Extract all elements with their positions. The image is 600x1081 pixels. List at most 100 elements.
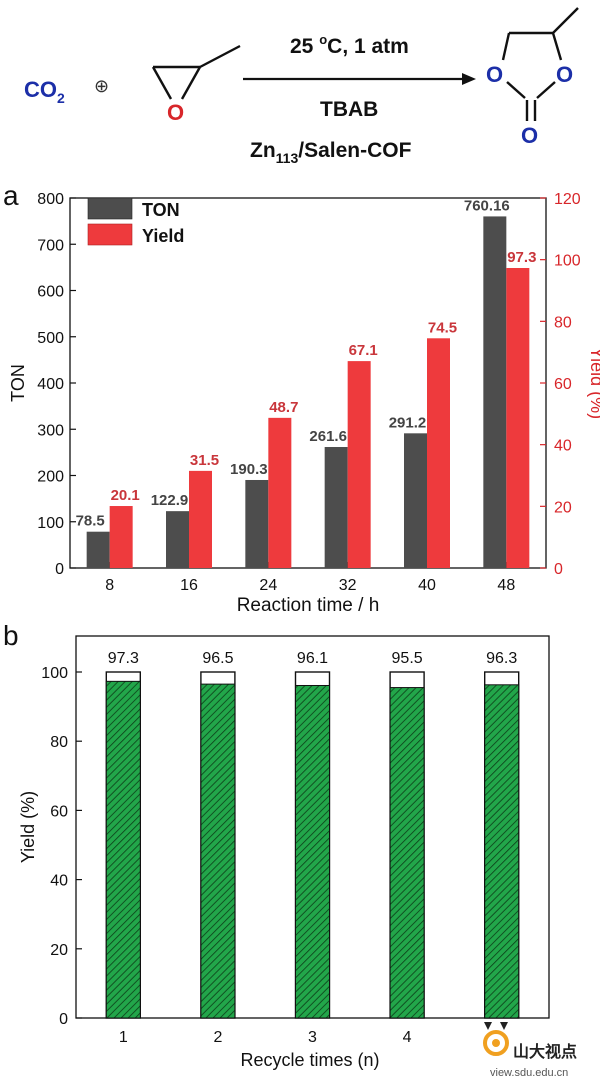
panel-b-y-label: Yield (%): [18, 791, 38, 863]
panel-a-x-tick-label: 32: [339, 577, 357, 594]
yield-bar: [189, 470, 212, 568]
panel-b-x-label: Recycle times (n): [240, 1050, 379, 1070]
legend-ton-swatch: [87, 197, 133, 220]
panel-b-label: b: [3, 620, 19, 651]
panel-b-bars: [105, 671, 520, 1019]
recycle-value-label: 95.5: [392, 650, 423, 667]
epoxide-bond-co-right: [180, 66, 202, 100]
panel-b-x-tick-label: 1: [119, 1029, 128, 1046]
panel-a-x-tick-label: 40: [418, 577, 436, 594]
yield-bar: [347, 361, 371, 568]
ton-bar: [483, 216, 507, 568]
yield-value-label: 31.5: [190, 452, 219, 469]
ton-bar: [166, 511, 189, 568]
condition-temperature-pressure: 25 oC, 1 atm: [290, 32, 409, 58]
panel-a-right-tick-label: 0: [554, 561, 563, 578]
panel-b-y-tick-label: 80: [50, 734, 68, 751]
panel-b-data-labels: 97.3 96.5 96.1 95.5 96.3: [108, 650, 518, 667]
panel-a-left-tick-label: 300: [37, 422, 64, 439]
ton-value-label: 78.5: [76, 513, 105, 530]
panel-a-right-tick-label: 120: [554, 191, 581, 208]
panel-a-y-right-label: Yield (%): [587, 347, 600, 419]
ton-value-label: 190.3: [230, 461, 268, 478]
recycle-value-label: 96.3: [486, 650, 517, 667]
yield-bar: [506, 267, 530, 568]
panel-a-x-tick-label: 8: [105, 577, 114, 594]
panel-a-legend: TON Yield: [87, 197, 184, 246]
panel-a-left-tick-label: 200: [37, 469, 64, 486]
plus-sign: ⊕: [94, 76, 109, 96]
panel-a-bars: [86, 216, 530, 568]
recycle-yield-bar: [200, 683, 236, 1019]
recycle-value-label: 96.1: [297, 650, 328, 667]
recycle-value-label: 96.5: [202, 650, 233, 667]
carbonate-methyl-bond: [552, 7, 579, 34]
panel-a-left-tick-label: 500: [37, 330, 64, 347]
recycle-yield-bar: [484, 684, 520, 1019]
reaction-scheme: CO2 ⊕ O 25 oC, 1 atm TBAB Zn113/Salen-CO…: [24, 7, 579, 166]
panel-a-x-tick-label: 48: [497, 577, 515, 594]
panel-a-left-axis: 0 100 200 300 400 500 600 700 800: [37, 191, 76, 578]
panel-b-y-tick-label: 60: [50, 803, 68, 820]
panel-a-right-tick-label: 80: [554, 314, 572, 331]
recycle-yield-bar: [295, 684, 330, 1019]
watermark-logo-icon: [483, 1022, 509, 1056]
panel-a-right-axis: 0 20 40 60 80 100 120: [540, 191, 581, 578]
epoxide-oxygen: O: [167, 100, 184, 125]
yield-bar: [427, 338, 450, 568]
watermark-url: view.sdu.edu.cn: [490, 1067, 568, 1079]
panel-b-y-tick-label: 20: [50, 942, 68, 959]
watermark: 山大视点 view.sdu.edu.cn: [483, 1022, 577, 1079]
ton-bar: [245, 479, 269, 568]
panel-a-x-label: Reaction time / h: [237, 595, 380, 616]
panel-a-left-tick-label: 400: [37, 376, 64, 393]
panel-a-chart: a 0 100 200 300 400 500 600 700 800 0 20 40 60 80 100…: [3, 180, 600, 616]
panel-a-x-tick-label: 24: [259, 577, 277, 594]
epoxide-methyl-bond: [199, 44, 241, 69]
panel-a-right-tick-label: 20: [554, 499, 572, 516]
ton-value-label: 261.6: [309, 428, 347, 445]
recycle-value-label: 97.3: [108, 650, 139, 667]
ton-value-label: 760.16: [464, 197, 510, 214]
panel-a-data-labels: 78.5 20.1 122.9 31.5 190.3 48.7 261.6 67.1 291.2…: [76, 197, 537, 529]
propylene-carbonate-structure: [501, 7, 579, 121]
panel-b-x-tick-label: 3: [308, 1029, 317, 1046]
legend-yield-swatch: [87, 223, 133, 246]
yield-value-label: 97.3: [507, 249, 536, 266]
panel-a-label: a: [3, 180, 19, 211]
yield-value-label: 74.5: [428, 319, 457, 336]
panel-a-frame: [69, 197, 547, 569]
legend-yield-label: Yield: [142, 226, 184, 246]
yield-bar: [109, 506, 133, 568]
legend-ton-label: TON: [142, 200, 180, 220]
panel-a-right-tick-label: 100: [554, 253, 581, 270]
panel-a-x-tick-label: 16: [180, 577, 198, 594]
condition-catalyst: Zn113/Salen-COF: [250, 139, 412, 166]
carbonate-ring-oxygen-right: O: [556, 62, 573, 87]
panel-a-left-tick-label: 100: [37, 515, 64, 532]
carbonate-bond-left: [501, 32, 511, 61]
carbonate-carbonyl-oxygen: O: [521, 123, 538, 148]
panel-b-y-tick-label: 0: [59, 1011, 68, 1028]
yield-value-label: 67.1: [349, 342, 378, 359]
panel-b-y-tick-label: 100: [41, 665, 68, 682]
panel-b-x-tick-label: 2: [213, 1029, 222, 1046]
panel-b-y-axis: 0 20 40 60 80 100: [41, 665, 82, 1028]
yield-bar: [268, 417, 292, 568]
watermark-title: 山大视点: [513, 1042, 577, 1061]
carbonate-bond-right: [551, 32, 563, 61]
panel-a-right-tick-label: 60: [554, 376, 572, 393]
reaction-arrow: [243, 73, 476, 85]
ton-bar: [404, 433, 427, 568]
condition-tbab: TBAB: [320, 98, 378, 121]
ton-bar: [86, 531, 110, 568]
panel-a-left-tick-label: 0: [55, 561, 64, 578]
ton-bar: [324, 447, 348, 568]
propylene-oxide-structure: [151, 44, 241, 100]
panel-a-left-tick-label: 600: [37, 284, 64, 301]
ton-value-label: 291.2: [389, 414, 427, 431]
carbonate-ring-oxygen-left: O: [486, 62, 503, 87]
panel-a-left-tick-label: 800: [37, 191, 64, 208]
